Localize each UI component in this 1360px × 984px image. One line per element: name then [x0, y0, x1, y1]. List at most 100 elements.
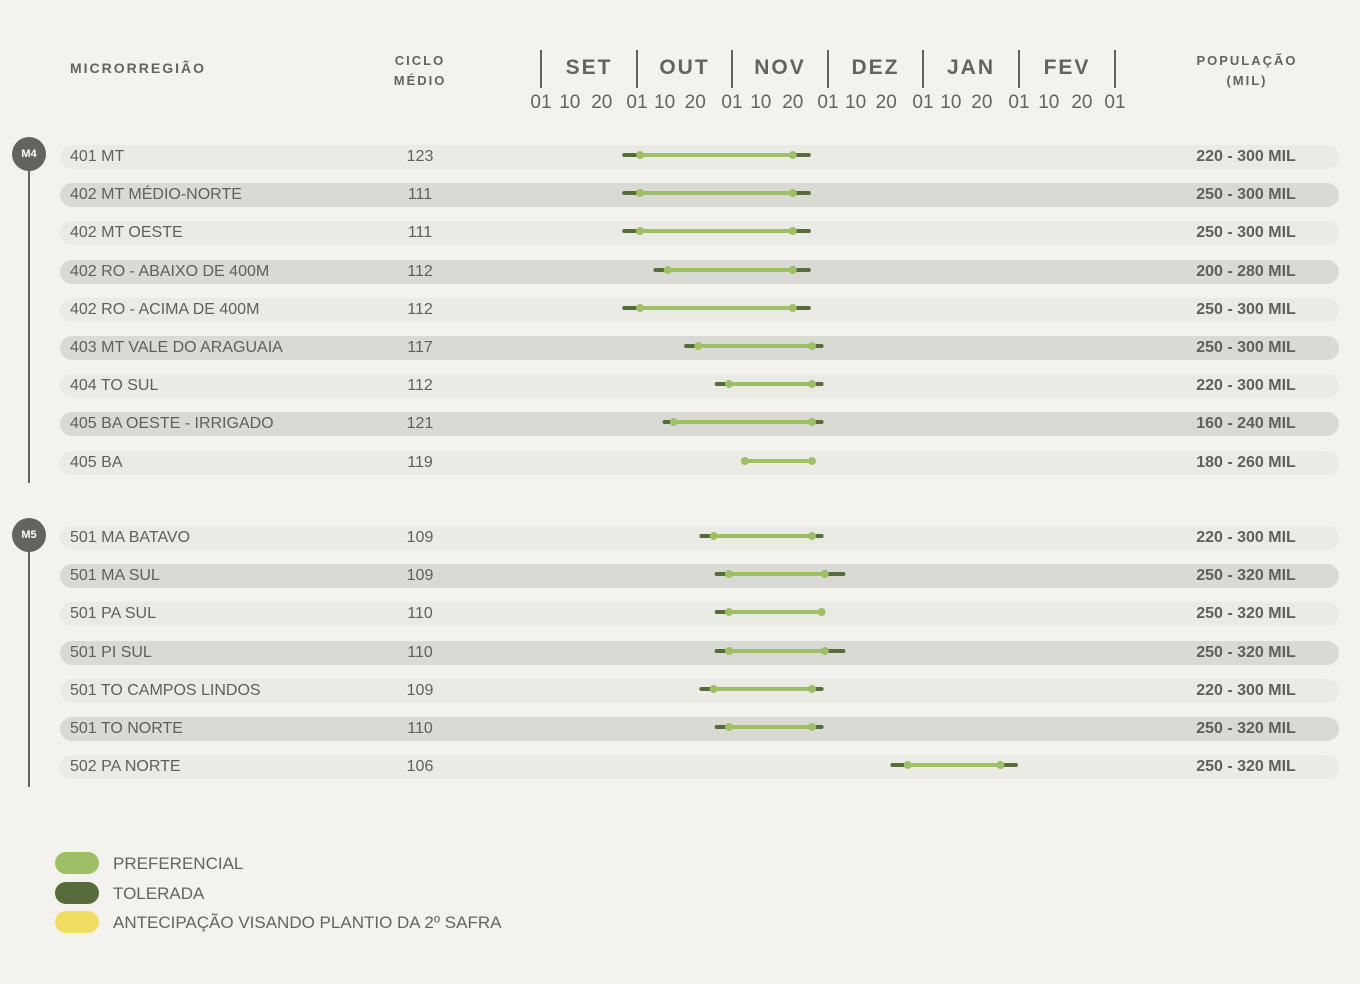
- month-separator: [1114, 50, 1116, 88]
- month-separator: [636, 50, 638, 88]
- day-tick-label: 20: [591, 92, 613, 113]
- table-row: 501 PI SUL 110 250 - 320 MIL: [60, 641, 1339, 665]
- cycle-value: 112: [407, 377, 433, 394]
- table-row: 401 MT 123 220 - 300 MIL: [60, 145, 1339, 169]
- table-row: 501 MA SUL 109 250 - 320 MIL: [60, 564, 1339, 588]
- region-name: 501 TO CAMPOS LINDOS: [70, 682, 261, 699]
- group-line: [28, 518, 30, 788]
- month-separator: [1018, 50, 1020, 88]
- month-separator: [827, 50, 829, 88]
- table-row: 402 RO - ACIMA DE 400M 112 250 - 300 MIL: [60, 298, 1339, 322]
- table-row: 501 MA BATAVO 109 220 - 300 MIL: [60, 526, 1339, 550]
- region-name: 402 MT OESTE: [70, 224, 183, 241]
- header-cycle-line1: CICLO: [394, 53, 446, 68]
- population-value: 220 - 300 MIL: [1196, 682, 1296, 699]
- region-name: 405 BA: [70, 454, 123, 471]
- population-value: 250 - 320 MIL: [1196, 567, 1296, 584]
- cycle-value: 110: [407, 644, 433, 661]
- region-name: 405 BA OESTE - IRRIGADO: [70, 415, 274, 432]
- group-badge: M5: [12, 518, 46, 552]
- header-region: MICRORREGIÃO: [70, 60, 206, 76]
- day-tick-label: 01: [626, 92, 648, 113]
- cycle-value: 106: [406, 758, 434, 775]
- table-row: 501 TO CAMPOS LINDOS 109 220 - 300 MIL: [60, 679, 1339, 703]
- region-name: 501 PA SUL: [70, 605, 156, 622]
- population-value: 250 - 320 MIL: [1196, 758, 1296, 775]
- month-separator: [731, 50, 733, 88]
- header-population: POPULAÇÃO (MIL): [1172, 51, 1322, 91]
- table-row: 403 MT VALE DO ARAGUAIA 117 250 - 300 MIL: [60, 336, 1339, 360]
- population-value: 250 - 320 MIL: [1196, 644, 1296, 661]
- day-tick-label: 01: [1104, 92, 1126, 113]
- table-row: 405 BA OESTE - IRRIGADO 121 160 - 240 MIL: [60, 412, 1339, 436]
- cycle-value: 109: [406, 567, 434, 584]
- population-value: 160 - 240 MIL: [1196, 415, 1296, 432]
- region-name: 401 MT: [70, 148, 125, 165]
- population-value: 250 - 300 MIL: [1196, 339, 1296, 356]
- day-tick-label: 20: [684, 92, 706, 113]
- cycle-value: 119: [407, 454, 433, 471]
- table-row: 405 BA 119 180 - 260 MIL: [60, 451, 1339, 475]
- population-value: 220 - 300 MIL: [1196, 377, 1296, 394]
- header-pop-line1: POPULAÇÃO: [1196, 53, 1298, 68]
- month-label: SET: [565, 56, 613, 79]
- day-tick-label: 01: [817, 92, 839, 113]
- cycle-value: 110: [407, 720, 433, 737]
- population-value: 180 - 260 MIL: [1196, 454, 1296, 471]
- cycle-value: 109: [406, 682, 434, 699]
- month-separator: [922, 50, 924, 88]
- region-name: 501 TO NORTE: [70, 720, 183, 737]
- table-row: 402 MT MÉDIO-NORTE 111 250 - 300 MIL: [60, 183, 1339, 207]
- legend-swatch: [55, 852, 99, 874]
- month-label: DEZ: [851, 56, 900, 79]
- legend-label: TOLERADA: [113, 884, 205, 903]
- day-tick-label: 10: [559, 92, 581, 113]
- population-value: 220 - 300 MIL: [1196, 148, 1296, 165]
- cycle-value: 111: [407, 224, 433, 241]
- day-tick-label: 10: [940, 92, 962, 113]
- population-value: 220 - 300 MIL: [1196, 529, 1296, 546]
- day-tick-label: 20: [875, 92, 897, 113]
- cycle-value: 109: [406, 529, 434, 546]
- region-name: 502 PA NORTE: [70, 758, 181, 775]
- day-tick-label: 01: [721, 92, 743, 113]
- table-row: 402 MT OESTE 111 250 - 300 MIL: [60, 221, 1339, 245]
- region-name: 402 RO - ABAIXO DE 400M: [70, 263, 270, 280]
- region-name: 501 PI SUL: [70, 644, 152, 661]
- day-tick-label: 10: [654, 92, 676, 113]
- day-tick-label: 20: [782, 92, 804, 113]
- group-badge: M4: [12, 137, 46, 171]
- table-row: 501 TO NORTE 110 250 - 320 MIL: [60, 717, 1339, 741]
- population-value: 250 - 300 MIL: [1196, 186, 1296, 203]
- table-row: 502 PA NORTE 106 250 - 320 MIL: [60, 755, 1339, 779]
- population-value: 250 - 320 MIL: [1196, 605, 1296, 622]
- cycle-value: 112: [407, 263, 433, 280]
- month-label: FEV: [1043, 56, 1091, 79]
- day-tick-label: 20: [1071, 92, 1093, 113]
- day-tick-label: 10: [750, 92, 772, 113]
- legend-swatch: [55, 882, 99, 904]
- cycle-value: 123: [406, 148, 434, 165]
- day-tick-label: 10: [1038, 92, 1060, 113]
- cycle-value: 110: [407, 605, 433, 622]
- legend-label: PREFERENCIAL: [113, 854, 244, 873]
- region-name: 402 RO - ACIMA DE 400M: [70, 301, 260, 318]
- table-row: 404 TO SUL 112 220 - 300 MIL: [60, 374, 1339, 398]
- header-pop-line2: (MIL): [1226, 73, 1268, 88]
- legend-label: ANTECIPAÇÃO VISANDO PLANTIO DA 2º SAFRA: [113, 913, 502, 932]
- header-cycle-line2: MÉDIO: [393, 73, 447, 88]
- region-name: 404 TO SUL: [70, 377, 159, 394]
- population-value: 250 - 300 MIL: [1196, 301, 1296, 318]
- day-tick-label: 20: [971, 92, 993, 113]
- cycle-value: 111: [407, 186, 433, 203]
- population-value: 250 - 320 MIL: [1196, 720, 1296, 737]
- day-tick-label: 01: [1008, 92, 1030, 113]
- population-value: 200 - 280 MIL: [1196, 263, 1296, 280]
- cycle-value: 112: [407, 301, 433, 318]
- table-row: 501 PA SUL 110 250 - 320 MIL: [60, 602, 1339, 626]
- month-label: JAN: [946, 56, 995, 79]
- day-tick-label: 01: [912, 92, 934, 113]
- legend-swatch: [55, 911, 99, 933]
- day-tick-label: 10: [845, 92, 867, 113]
- population-value: 250 - 300 MIL: [1196, 224, 1296, 241]
